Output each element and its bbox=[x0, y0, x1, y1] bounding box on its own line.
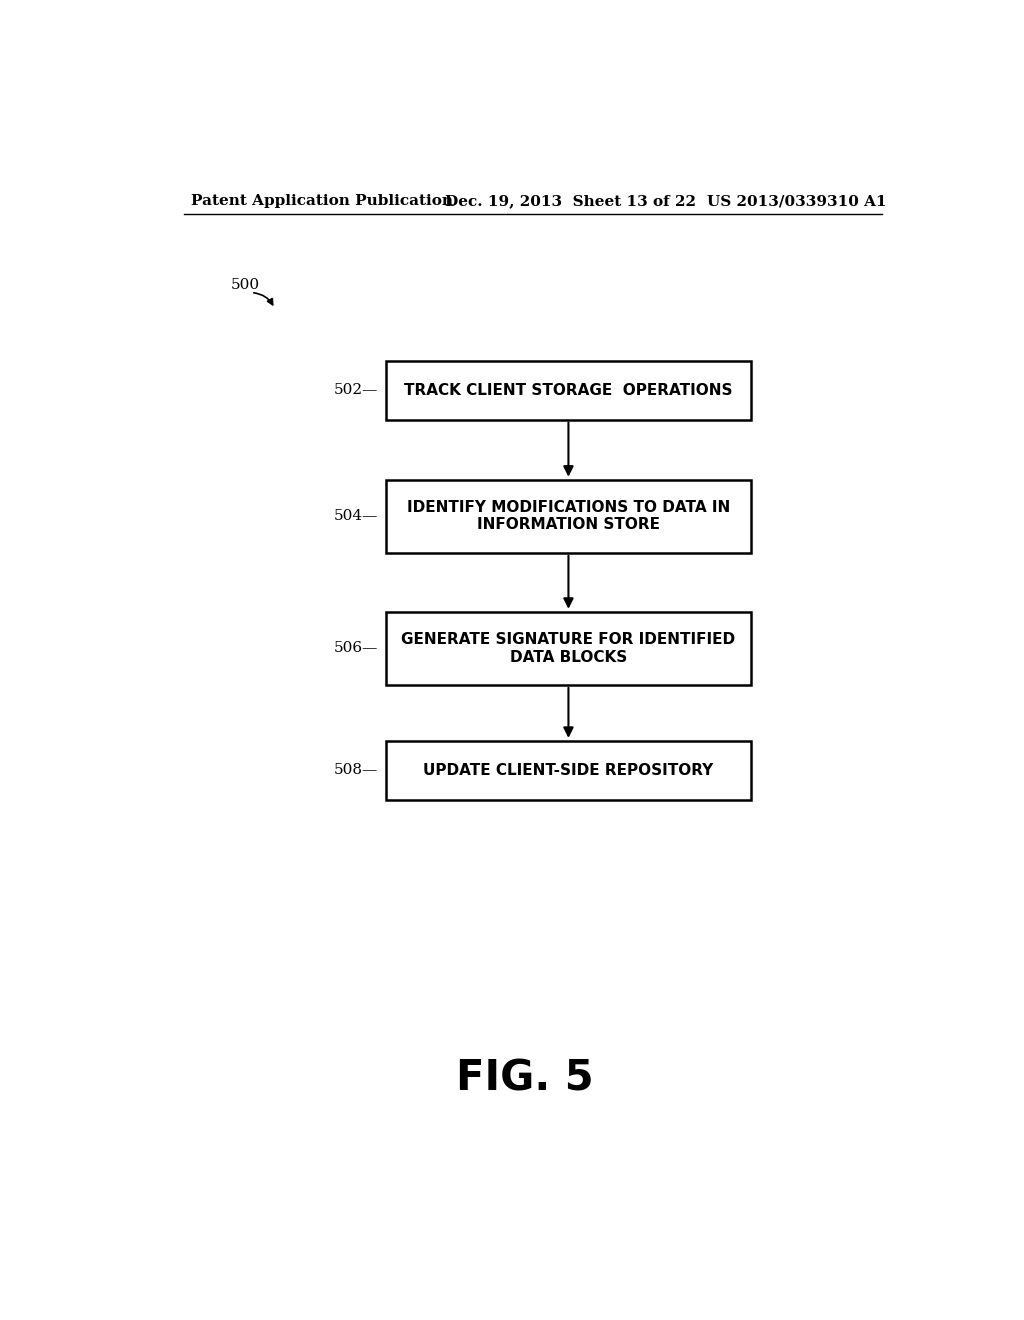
Text: GENERATE SIGNATURE FOR IDENTIFIED
DATA BLOCKS: GENERATE SIGNATURE FOR IDENTIFIED DATA B… bbox=[401, 632, 735, 664]
Text: 500: 500 bbox=[231, 279, 260, 293]
FancyBboxPatch shape bbox=[386, 479, 751, 553]
Text: UPDATE CLIENT-SIDE REPOSITORY: UPDATE CLIENT-SIDE REPOSITORY bbox=[423, 763, 714, 777]
Text: 508—: 508— bbox=[334, 763, 378, 777]
Text: 502—: 502— bbox=[334, 383, 378, 397]
Text: TRACK CLIENT STORAGE  OPERATIONS: TRACK CLIENT STORAGE OPERATIONS bbox=[404, 383, 733, 397]
Text: FIG. 5: FIG. 5 bbox=[456, 1057, 594, 1100]
Text: 506—: 506— bbox=[334, 642, 378, 655]
Text: IDENTIFY MODIFICATIONS TO DATA IN
INFORMATION STORE: IDENTIFY MODIFICATIONS TO DATA IN INFORM… bbox=[407, 500, 730, 532]
Text: Dec. 19, 2013  Sheet 13 of 22: Dec. 19, 2013 Sheet 13 of 22 bbox=[445, 194, 696, 209]
Text: Patent Application Publication: Patent Application Publication bbox=[191, 194, 454, 209]
Text: US 2013/0339310 A1: US 2013/0339310 A1 bbox=[708, 194, 887, 209]
Text: 504—: 504— bbox=[334, 510, 378, 523]
FancyBboxPatch shape bbox=[386, 360, 751, 420]
FancyBboxPatch shape bbox=[386, 741, 751, 800]
FancyBboxPatch shape bbox=[386, 611, 751, 685]
